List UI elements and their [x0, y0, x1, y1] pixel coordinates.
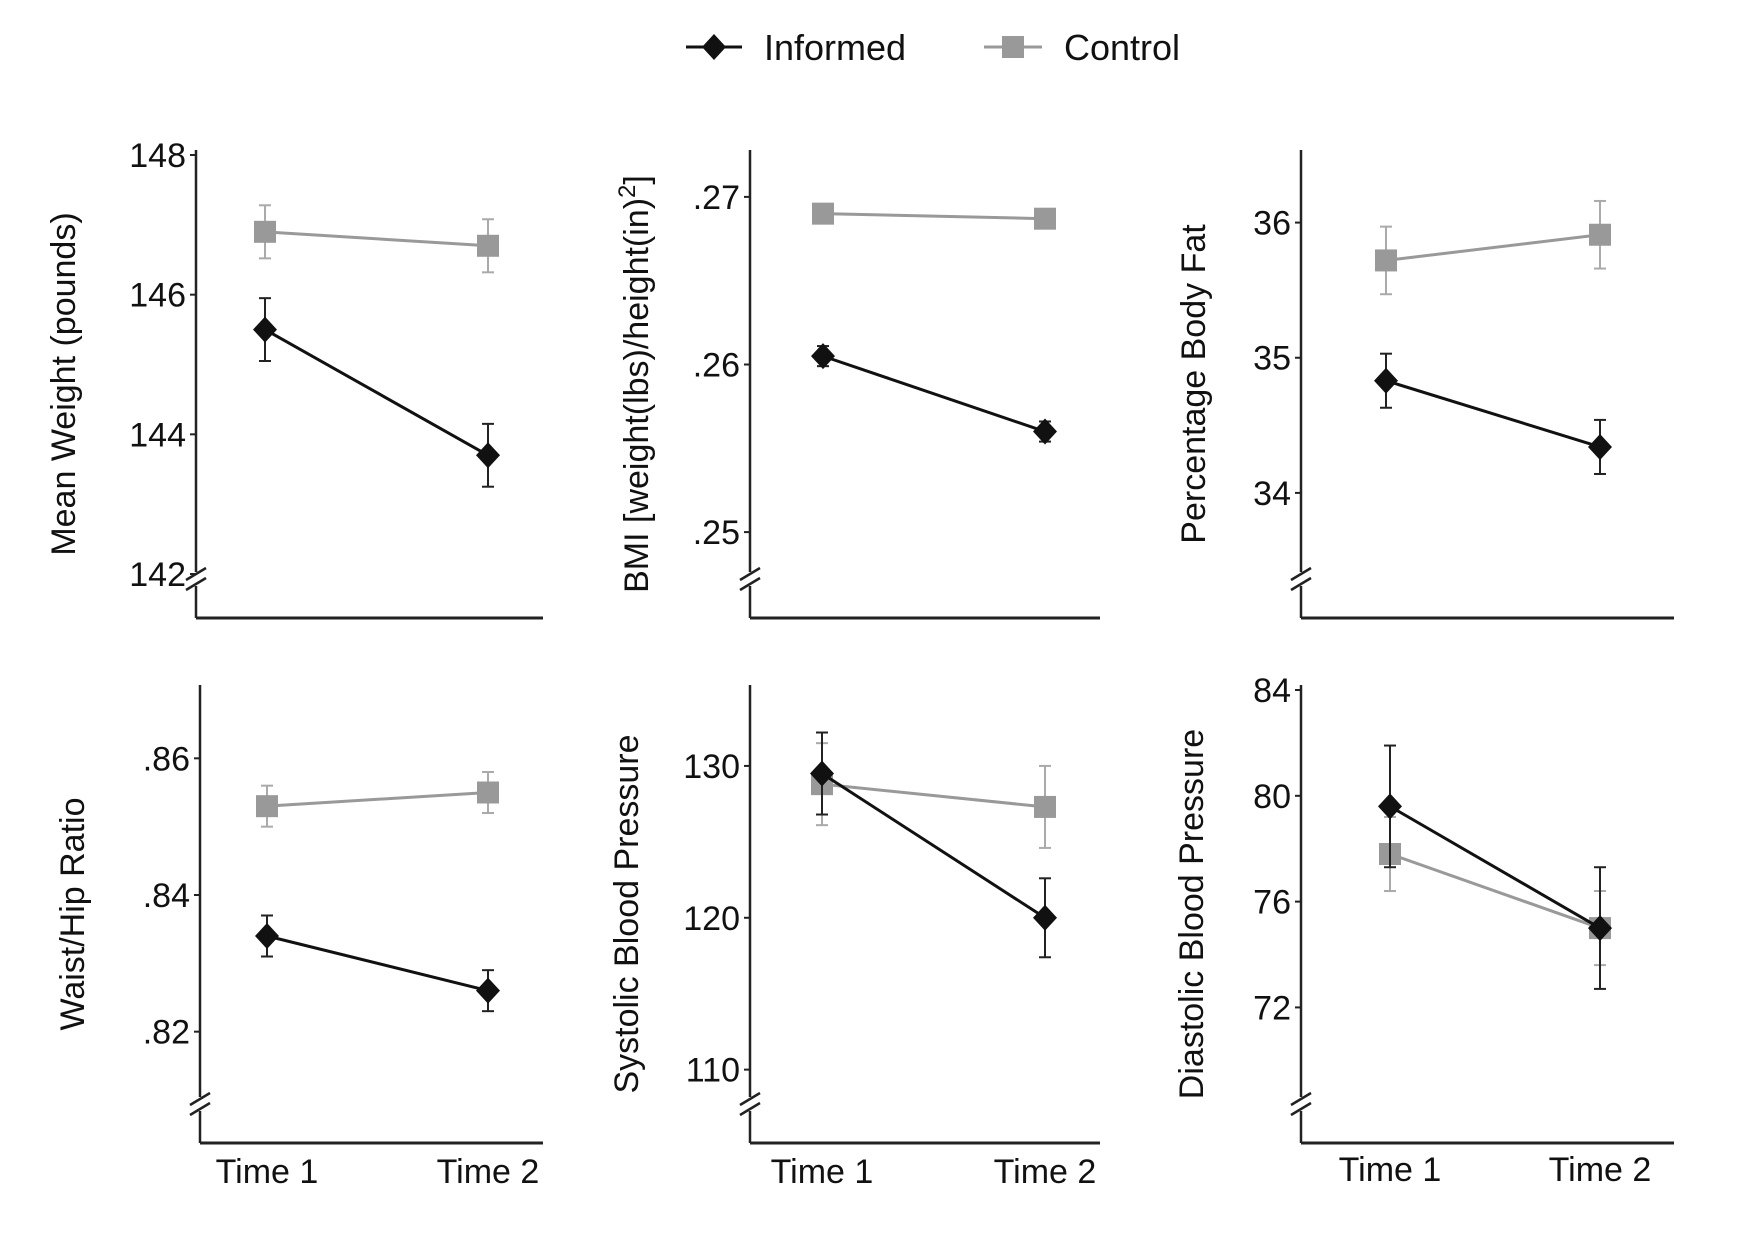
- data-point: [812, 202, 834, 225]
- y-tick-label: 148: [129, 137, 186, 175]
- axis-break-mark: [739, 566, 761, 592]
- y-tick-label: .82: [143, 1014, 190, 1052]
- data-point: [254, 220, 276, 243]
- x-tick-label: Time 2: [1549, 1151, 1652, 1189]
- data-point: [477, 234, 499, 257]
- series-informed: [255, 914, 500, 1013]
- data-point: [1034, 207, 1056, 230]
- chart-panel-5: 110 120 130 Systolic Blood Pressure Time 1 Ti…: [608, 685, 1100, 1191]
- y-tick-label: 35: [1253, 340, 1291, 378]
- x-tick-label: Time 1: [1339, 1151, 1442, 1189]
- series-control: [1375, 199, 1611, 296]
- y-axis-title: Mean Weight (pounds): [45, 212, 83, 555]
- series-line: [264, 328, 489, 457]
- series-control: [812, 202, 1056, 230]
- x-tick-label: Time 2: [994, 1153, 1097, 1191]
- y-tick-label: 84: [1253, 672, 1291, 710]
- series-control: [811, 742, 1056, 849]
- data-point: [477, 781, 499, 804]
- data-point: [1033, 904, 1057, 931]
- y-axis-title: Systolic Blood Pressure: [608, 734, 646, 1093]
- data-point: [253, 316, 277, 343]
- data-point: [810, 760, 834, 787]
- y-axis-title-superscript: 2: [614, 185, 641, 198]
- data-point: [1374, 367, 1398, 394]
- data-point: [256, 795, 278, 818]
- y-tick-label: 120: [683, 900, 740, 938]
- y-axis-title: BMI [weight(lbs)/height(in)2]: [614, 175, 657, 593]
- x-tick-label: Time 1: [771, 1153, 874, 1191]
- y-tick-label: .27: [693, 179, 740, 217]
- data-point: [1588, 915, 1612, 942]
- y-axis-title-end: ]: [618, 175, 656, 184]
- y-tick-label: .86: [143, 740, 190, 778]
- y-tick-label: .25: [693, 514, 740, 552]
- series-line: [822, 354, 1046, 433]
- y-tick-label: 80: [1253, 778, 1291, 816]
- y-tick-label: 130: [683, 748, 740, 786]
- y-axis-title: Diastolic Blood Pressure: [1173, 729, 1211, 1099]
- y-tick-label: 142: [129, 556, 186, 594]
- data-point: [1589, 223, 1611, 246]
- y-tick-label: .84: [143, 877, 190, 915]
- axis-break-mark: [189, 1091, 211, 1117]
- legend-control-marker: [1002, 36, 1024, 58]
- data-point: [1033, 418, 1057, 445]
- axis-break-mark: [1290, 566, 1312, 592]
- series-line: [1389, 852, 1601, 930]
- y-tick-label: 144: [129, 416, 186, 454]
- y-tick-label: .26: [693, 347, 740, 385]
- data-point: [1375, 249, 1397, 272]
- data-point: [476, 977, 500, 1004]
- data-point: [811, 343, 835, 370]
- y-axis-title: Waist/Hip Ratio: [54, 797, 92, 1030]
- y-tick-label: 36: [1253, 205, 1291, 243]
- legend-entry-control: Control: [984, 27, 1180, 68]
- chart-panel-3: 34 35 36 Percentage Body Fat: [1175, 150, 1674, 620]
- data-point: [1034, 795, 1056, 818]
- series-informed: [1378, 744, 1612, 990]
- series-control: [256, 771, 499, 828]
- series-line: [821, 772, 1046, 920]
- series-informed: [811, 343, 1057, 445]
- axis-break-mark: [739, 1091, 761, 1117]
- series-informed: [810, 731, 1057, 959]
- series-line: [266, 791, 489, 808]
- chart-panel-1: 142 144 146 148 Mean Weight (pounds): [45, 137, 543, 620]
- legend-entry-informed: Informed: [686, 27, 906, 68]
- data-point: [255, 923, 279, 949]
- y-tick-label: 76: [1253, 884, 1291, 922]
- series-informed: [1374, 352, 1612, 475]
- chart-panel-6: 72 76 80 84 Diastolic Blood Pressure Time 1 Ti…: [1173, 672, 1674, 1189]
- legend: Informed Control: [686, 27, 1180, 68]
- series-line: [266, 934, 489, 993]
- legend-informed-label: Informed: [764, 27, 906, 68]
- series-control: [1379, 815, 1611, 967]
- y-axis-title: Percentage Body Fat: [1175, 224, 1213, 544]
- series-line: [1389, 805, 1601, 930]
- y-tick-label: 110: [686, 1052, 740, 1090]
- series-line: [822, 212, 1046, 221]
- legend-control-label: Control: [1064, 27, 1180, 68]
- chart-panel-2: .25 .26 .27 BMI [weight(lbs)/height(in)2]: [614, 150, 1100, 620]
- series-control: [254, 204, 499, 274]
- series-informed: [253, 297, 500, 488]
- series-line: [1385, 233, 1601, 262]
- y-tick-label: 34: [1253, 475, 1291, 513]
- legend-informed-marker: [702, 34, 726, 60]
- data-point: [1378, 793, 1402, 820]
- series-line: [264, 230, 489, 248]
- x-tick-label: Time 2: [437, 1153, 540, 1191]
- y-tick-label: 72: [1253, 989, 1291, 1027]
- data-point: [476, 442, 500, 469]
- data-point: [1588, 433, 1612, 460]
- axis-break-mark: [1290, 1091, 1312, 1117]
- x-tick-label: Time 1: [216, 1153, 319, 1191]
- y-tick-label: 146: [129, 277, 186, 315]
- series-line: [821, 782, 1046, 809]
- series-line: [1385, 379, 1601, 449]
- chart-panel-4: .82 .84 .86 Waist/Hip Ratio Time 1 Time 2: [54, 685, 543, 1191]
